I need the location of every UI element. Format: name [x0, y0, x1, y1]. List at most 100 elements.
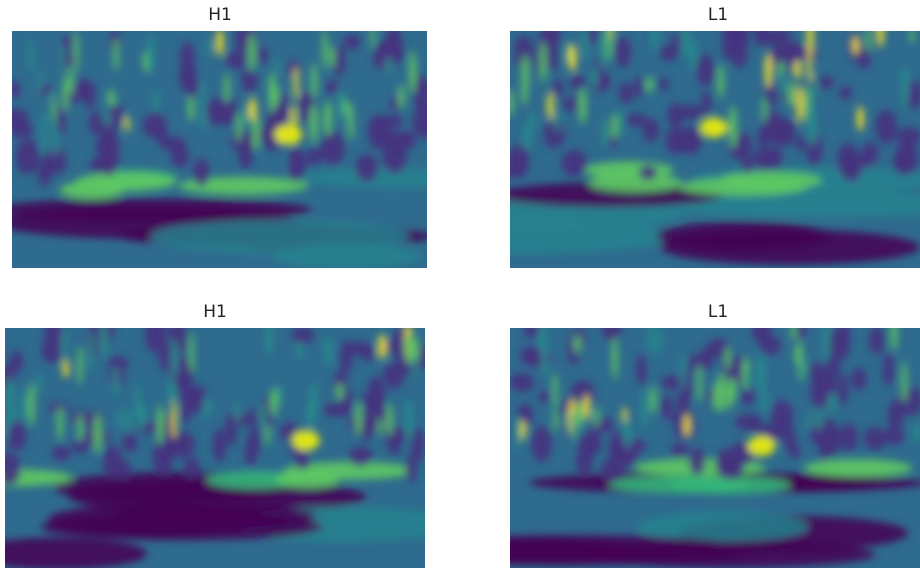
- texture-blob: [5, 452, 21, 486]
- texture-blob: [659, 44, 678, 62]
- texture-streak: [187, 95, 195, 122]
- panel-title: H1: [208, 5, 232, 25]
- texture-streak: [60, 46, 65, 75]
- scalogram-texture: [12, 31, 427, 268]
- texture-streak: [901, 361, 908, 403]
- texture-streak: [309, 103, 318, 144]
- texture-blob: [658, 77, 669, 92]
- texture-streak: [398, 84, 405, 109]
- texture-blob: [805, 363, 826, 379]
- texture-streak: [717, 371, 726, 413]
- texture-streak: [651, 31, 659, 52]
- texture-streak: [329, 45, 335, 69]
- texture-blob: [722, 31, 733, 61]
- texture-streak: [827, 392, 836, 413]
- texture-blob: [412, 103, 427, 138]
- texture-blob: [15, 138, 40, 175]
- texture-streak: [28, 38, 33, 72]
- texture-streak: [913, 422, 920, 444]
- texture-blob: [226, 50, 248, 70]
- texture-blob: [538, 390, 552, 404]
- texture-streak: [124, 115, 130, 133]
- texture-blob: [543, 119, 565, 149]
- texture-streak: [541, 344, 548, 376]
- texture-streak: [713, 381, 719, 412]
- texture-blob: [624, 113, 647, 126]
- texture-streak: [322, 31, 328, 70]
- texture-blob: [370, 382, 386, 406]
- texture-blob: [795, 136, 806, 151]
- texture-blob: [818, 427, 829, 463]
- texture-streak: [62, 76, 68, 113]
- texture-blob: [167, 328, 188, 342]
- scalogram-texture: [510, 31, 920, 265]
- texture-blob: [611, 443, 634, 467]
- texture-streak: [746, 369, 751, 390]
- texture-streak: [798, 338, 803, 383]
- texture-streak: [107, 89, 116, 107]
- texture-streak: [275, 59, 280, 77]
- texture-streak: [823, 328, 829, 362]
- texture-blob: [785, 40, 802, 64]
- texture-streak: [578, 87, 587, 125]
- texture-streak: [405, 332, 414, 363]
- texture-blob: [510, 153, 525, 180]
- scalogram: [510, 31, 920, 268]
- scalogram: [12, 31, 427, 268]
- texture-streak: [126, 407, 132, 434]
- texture-blob: [706, 338, 731, 359]
- texture-blob: [670, 443, 689, 458]
- texture-streak: [409, 50, 417, 94]
- texture-streak: [156, 404, 164, 445]
- texture-streak: [803, 357, 809, 379]
- texture-streak: [856, 105, 864, 132]
- texture-highlight: [747, 435, 776, 456]
- panel-title: L1: [708, 302, 728, 322]
- texture-blob: [206, 97, 229, 126]
- texture-streak: [386, 402, 393, 437]
- texture-blob: [12, 108, 29, 126]
- scalogram-texture: [510, 328, 920, 568]
- texture-blob: [360, 392, 372, 406]
- texture-streak: [575, 401, 584, 428]
- texture-blob: [669, 138, 693, 152]
- texture-blob: [784, 425, 796, 452]
- texture-blob: [634, 75, 645, 98]
- texture-highlight: [291, 430, 320, 451]
- texture-blob: [837, 373, 849, 406]
- texture-streak: [248, 33, 256, 72]
- texture-streak: [138, 402, 147, 429]
- texture-band: [5, 537, 147, 568]
- texture-streak: [683, 413, 691, 437]
- texture-blob: [850, 154, 876, 168]
- texture-streak: [725, 346, 731, 371]
- texture-streak: [199, 78, 205, 119]
- texture-streak: [113, 365, 119, 397]
- texture-blob: [405, 455, 418, 483]
- texture-streak: [135, 381, 141, 421]
- texture-blob: [320, 131, 346, 165]
- texture-blob: [348, 446, 373, 467]
- texture-streak: [599, 31, 606, 73]
- texture-streak: [171, 339, 179, 379]
- texture-blob: [715, 448, 740, 479]
- panel-title: L1: [708, 5, 728, 25]
- texture-blob: [244, 442, 257, 467]
- texture-blob: [238, 141, 253, 170]
- texture-blob: [839, 423, 858, 452]
- texture-streak: [77, 413, 83, 443]
- texture-blob: [325, 80, 342, 95]
- texture-band: [149, 219, 409, 254]
- texture-band: [178, 176, 309, 195]
- texture-streak: [242, 104, 249, 132]
- texture-streak: [206, 38, 213, 57]
- texture-highlight: [699, 117, 728, 138]
- texture-streak: [99, 328, 107, 359]
- texture-blob: [249, 406, 260, 433]
- texture-blob: [384, 130, 407, 153]
- texture-streak: [794, 60, 802, 80]
- texture-blob: [601, 328, 622, 342]
- texture-streak: [265, 423, 270, 446]
- texture-band: [584, 161, 674, 180]
